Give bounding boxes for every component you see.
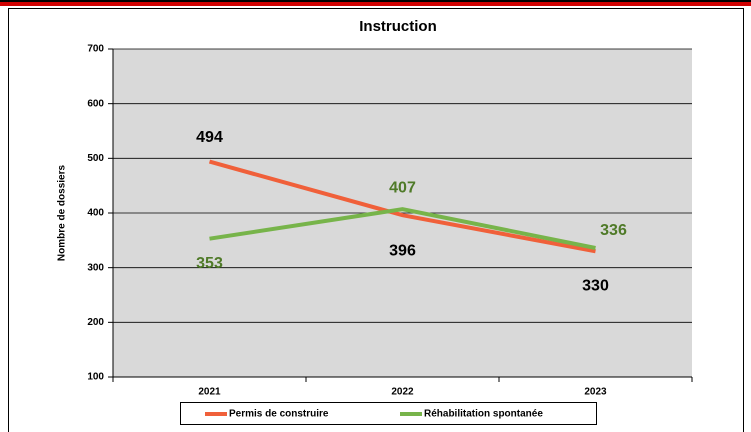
y-tick-label: 500 [87,153,104,164]
series-line [209,207,596,250]
top-strip-edge [0,0,751,2]
y-axis-label: Nombre de dossiers [57,164,68,261]
y-tick-label: 300 [87,262,104,273]
legend-label: Réhabilitation spontanée [424,409,543,420]
data-label: 336 [600,222,627,239]
chart-title: Instruction [359,18,437,35]
x-tick-label: 2022 [391,387,414,398]
x-tick-label: 2023 [584,387,607,398]
data-label: 330 [582,277,609,294]
data-label: 353 [196,255,223,272]
data-label: 494 [196,129,223,146]
y-tick-label: 400 [87,208,104,219]
data-label: 407 [389,179,416,196]
y-tick-label: 200 [87,317,104,328]
legend-frame [180,402,597,425]
legend-label: Permis de construire [229,409,329,420]
data-label: 396 [389,242,416,259]
y-tick-label: 700 [87,44,104,55]
series-line [208,159,596,254]
y-tick-label: 100 [87,372,104,383]
x-tick-label: 2021 [198,387,221,398]
top-strip [0,0,751,6]
y-tick-label: 600 [87,98,104,109]
